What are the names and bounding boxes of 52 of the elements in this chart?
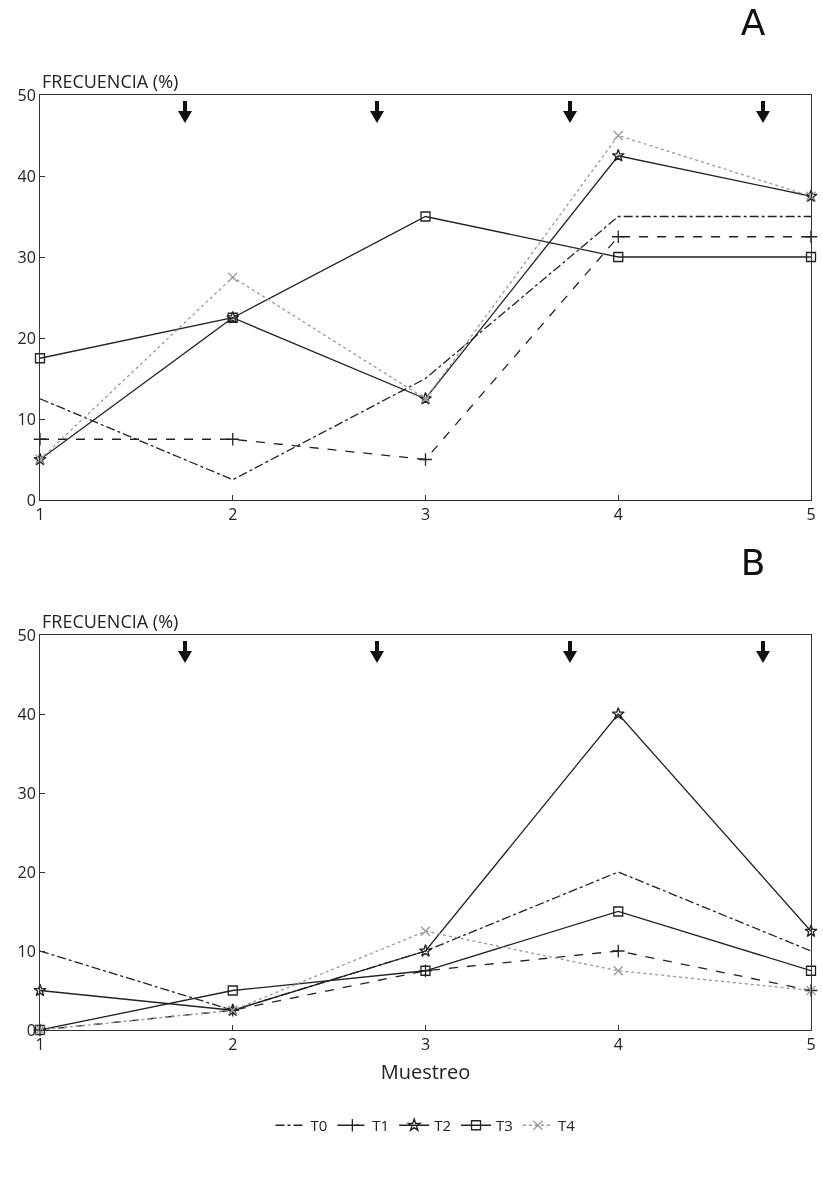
chart-title: B: [740, 542, 766, 584]
y-axis-title: FRECUENCIA (%): [42, 609, 179, 633]
x-tick-label: 3: [420, 1033, 431, 1056]
point: [33, 983, 47, 997]
y-tick-label: 10: [17, 939, 36, 962]
y-tick-label: 10: [17, 407, 36, 430]
y-tick-label: 40: [17, 702, 36, 725]
y-tick-label: 30: [17, 781, 36, 804]
y-tick-label: 50: [17, 623, 36, 646]
y-tick-label: 20: [17, 860, 36, 883]
point: [225, 432, 240, 447]
point: [420, 211, 431, 222]
y-axis-title: FRECUENCIA (%): [42, 69, 179, 93]
point: [418, 944, 433, 957]
y-tick-label: 30: [17, 245, 36, 268]
point: [804, 924, 818, 937]
legend-label: T3: [496, 1115, 513, 1136]
point: [611, 148, 625, 162]
point: [613, 130, 624, 141]
x-axis-title: Muestreo: [380, 1057, 471, 1085]
x-tick-label: 1: [35, 1033, 45, 1056]
legend-label: T0: [310, 1115, 328, 1136]
x-tick-label: 2: [228, 503, 238, 526]
point: [611, 229, 626, 244]
legend-label: T2: [434, 1115, 452, 1136]
point: [34, 353, 46, 364]
y-tick-label: 0: [26, 488, 36, 511]
point: [805, 965, 817, 976]
chart-title: A: [740, 2, 766, 44]
point: [227, 985, 238, 996]
x-tick-label: 1: [35, 503, 45, 526]
legend-label: T4: [557, 1115, 576, 1136]
point: [805, 251, 817, 263]
x-tick-label: 5: [806, 1033, 816, 1056]
point: [613, 906, 624, 917]
point: [613, 251, 624, 263]
y-tick-label: 50: [17, 83, 36, 106]
point: [613, 965, 624, 976]
point: [611, 707, 625, 720]
x-tick-label: 4: [613, 503, 623, 526]
point: [420, 926, 431, 937]
point: [418, 452, 433, 467]
x-tick-label: 2: [228, 1033, 238, 1056]
y-tick-label: 20: [17, 326, 36, 349]
x-tick-label: 4: [613, 1033, 623, 1056]
x-tick-label: 5: [806, 503, 816, 526]
point: [611, 944, 626, 958]
y-tick-label: 40: [17, 164, 36, 187]
x-tick-label: 3: [420, 503, 431, 526]
legend-label: T1: [372, 1115, 390, 1136]
point: [227, 272, 238, 283]
y-tick-label: 0: [26, 1018, 36, 1041]
